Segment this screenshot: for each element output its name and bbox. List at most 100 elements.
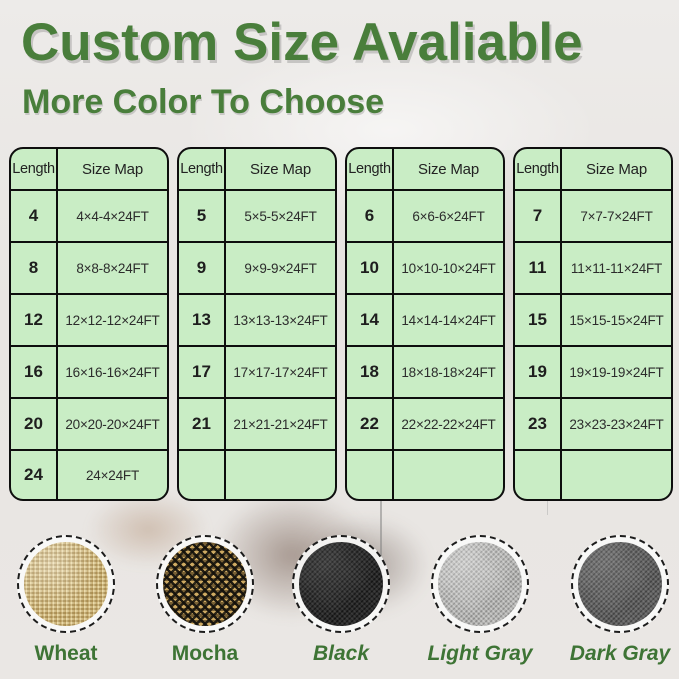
table-row: 9 9×9-9×24FT <box>179 243 335 295</box>
page-title: Custom Size Avaliable <box>21 13 583 72</box>
table-row <box>179 451 335 499</box>
table-row: 4 4×4-4×24FT <box>11 191 167 243</box>
fabric-texture-wheat <box>24 542 108 626</box>
table-row: 19 19×19-19×24FT <box>515 347 671 399</box>
table-row: 20 20×20-20×24FT <box>11 399 167 451</box>
table-row: 10 10×10-10×24FT <box>347 243 503 295</box>
swatch-label-wheat: Wheat <box>34 642 98 665</box>
table-row: 12 12×12-12×24FT <box>11 295 167 347</box>
table-header-row: Length Size Map <box>515 149 671 191</box>
size-map-value: 8×8-8×24FT <box>76 260 149 276</box>
table-row: 21 21×21-21×24FT <box>179 399 335 451</box>
length-value: 15 <box>515 295 562 345</box>
size-map-value: 16×16-16×24FT <box>65 364 160 380</box>
page-subtitle: More Color To Choose <box>22 83 385 121</box>
length-header: Length <box>179 149 226 189</box>
fabric-texture-black <box>299 542 383 626</box>
table-header-row: Length Size Map <box>347 149 503 191</box>
length-value: 6 <box>347 191 394 241</box>
size-map-header: Size Map <box>586 160 647 178</box>
length-value: 19 <box>515 347 562 397</box>
size-map-header: Size Map <box>418 160 479 178</box>
length-value: 14 <box>347 295 394 345</box>
swatch-wheat: Wheat <box>0 535 136 666</box>
length-value <box>515 451 562 499</box>
size-map-value: 13×13-13×24FT <box>233 312 328 328</box>
table-row <box>515 451 671 499</box>
table-row: 7 7×7-7×24FT <box>515 191 671 243</box>
fabric-circle-lightgray <box>431 535 529 633</box>
table-header-row: Length Size Map <box>179 149 335 191</box>
length-value: 9 <box>179 243 226 293</box>
size-table-1: Length Size Map 4 4×4-4×24FT 8 8×8-8×24FT 12 12… <box>9 147 169 501</box>
size-map-value: 12×12-12×24FT <box>65 312 160 328</box>
table-row: 15 15×15-15×24FT <box>515 295 671 347</box>
size-map-value: 6×6-6×24FT <box>412 208 485 224</box>
size-tables: Length Size Map 4 4×4-4×24FT 8 8×8-8×24FT 12 12… <box>9 147 673 501</box>
table-row: 14 14×14-14×24FT <box>347 295 503 347</box>
length-header: Length <box>11 149 58 189</box>
swatch-black: Black <box>271 535 411 666</box>
size-table-4: Length Size Map 7 7×7-7×24FT 11 11×11-11×24FT… <box>513 147 673 501</box>
fabric-texture-darkgray <box>578 542 662 626</box>
table-row: 6 6×6-6×24FT <box>347 191 503 243</box>
fabric-circle-mocha <box>156 535 254 633</box>
size-map-value <box>226 451 335 499</box>
swatch-darkgray: Dark Gray <box>550 535 679 666</box>
fabric-circle-darkgray <box>571 535 669 633</box>
length-value: 12 <box>11 295 58 345</box>
size-table-3: Length Size Map 6 6×6-6×24FT 10 10×10-10×24FT… <box>345 147 505 501</box>
swatch-label-lightgray: Light Gray <box>427 642 533 665</box>
size-map-value: 21×21-21×24FT <box>233 416 328 432</box>
background-thread-line <box>380 497 382 587</box>
size-map-value: 4×4-4×24FT <box>76 208 149 224</box>
table-row: 8 8×8-8×24FT <box>11 243 167 295</box>
table-row: 22 22×22-22×24FT <box>347 399 503 451</box>
length-value: 10 <box>347 243 394 293</box>
size-map-value: 11×11-11×24FT <box>570 260 663 276</box>
size-map-value: 17×17-17×24FT <box>233 364 328 380</box>
table-row: 11 11×11-11×24FT <box>515 243 671 295</box>
size-map-value: 9×9-9×24FT <box>244 260 317 276</box>
length-value: 17 <box>179 347 226 397</box>
length-value: 24 <box>11 451 58 499</box>
swatch-label-darkgray: Dark Gray <box>569 642 671 665</box>
size-map-value: 15×15-15×24FT <box>569 312 664 328</box>
size-map-value <box>562 451 671 499</box>
fabric-circle-black <box>292 535 390 633</box>
table-header-row: Length Size Map <box>11 149 167 191</box>
size-map-header: Size Map <box>250 160 311 178</box>
size-map-value: 22×22-22×24FT <box>401 416 496 432</box>
length-value <box>347 451 394 499</box>
length-value: 16 <box>11 347 58 397</box>
swatch-lightgray: Light Gray <box>410 535 550 666</box>
size-map-value: 24×24FT <box>85 467 139 483</box>
table-row: 13 13×13-13×24FT <box>179 295 335 347</box>
length-value: 22 <box>347 399 394 449</box>
size-map-value: 19×19-19×24FT <box>569 364 664 380</box>
size-table-2: Length Size Map 5 5×5-5×24FT 9 9×9-9×24FT 13 13… <box>177 147 337 501</box>
size-map-value: 10×10-10×24FT <box>401 260 496 276</box>
table-row <box>347 451 503 499</box>
length-value: 4 <box>11 191 58 241</box>
swatch-label-mocha: Mocha <box>171 642 239 665</box>
size-map-value: 5×5-5×24FT <box>244 208 317 224</box>
fabric-texture-lightgray <box>438 542 522 626</box>
length-value: 7 <box>515 191 562 241</box>
length-header: Length <box>515 149 562 189</box>
size-map-value: 20×20-20×24FT <box>65 416 160 432</box>
swatch-label-black: Black <box>312 642 370 665</box>
fabric-texture-mocha <box>163 542 247 626</box>
length-value: 11 <box>515 243 562 293</box>
size-map-value: 18×18-18×24FT <box>401 364 496 380</box>
table-row: 16 16×16-16×24FT <box>11 347 167 399</box>
length-value: 5 <box>179 191 226 241</box>
size-map-value: 14×14-14×24FT <box>401 312 496 328</box>
length-value <box>179 451 226 499</box>
swatch-mocha: Mocha <box>135 535 275 666</box>
size-map-value: 7×7-7×24FT <box>580 208 653 224</box>
table-row: 23 23×23-23×24FT <box>515 399 671 451</box>
length-value: 20 <box>11 399 58 449</box>
size-map-value: 23×23-23×24FT <box>569 416 664 432</box>
